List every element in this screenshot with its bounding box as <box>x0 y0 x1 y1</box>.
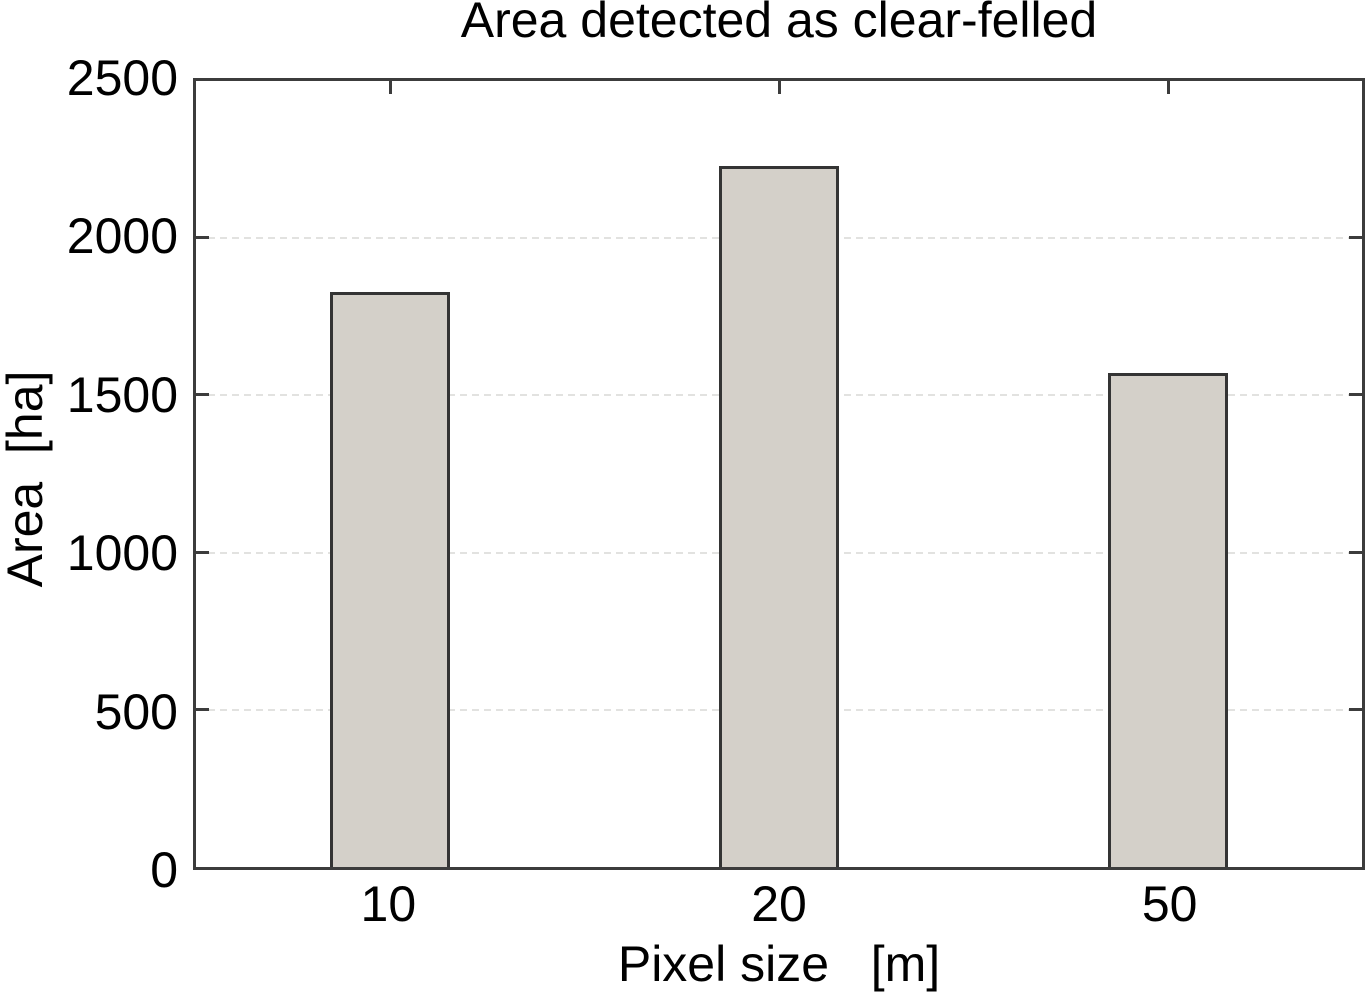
x-tick-mark-top-20 <box>778 81 781 94</box>
y-tick-label-1000: 1000 <box>66 525 178 581</box>
y-tick-label-2000: 2000 <box>66 208 178 264</box>
x-tick-labels: 10 20 50 <box>193 878 1365 930</box>
plot-area <box>193 78 1365 870</box>
y-tick-mark-left-500 <box>196 707 209 711</box>
x-tick-mark-top-10 <box>389 81 393 94</box>
bar-pixel-size-20 <box>719 165 839 867</box>
y-tick-mark-right-1500 <box>1349 393 1362 397</box>
x-axis-label: Pixel size [m] <box>617 936 941 992</box>
x-tick-label-10: 10 <box>360 876 417 932</box>
y-tick-label-0: 0 <box>150 842 178 898</box>
bar-pixel-size-50 <box>1107 373 1228 867</box>
y-tick-label-500: 500 <box>94 684 178 740</box>
y-tick-mark-left-2000 <box>196 236 209 240</box>
y-tick-mark-right-2000 <box>1349 236 1362 240</box>
x-tick-mark-top-50 <box>1166 81 1170 94</box>
y-tick-mark-left-1500 <box>196 393 209 397</box>
x-tick-label-20: 20 <box>751 876 807 932</box>
chart-title: Area detected as clear-felled <box>460 0 1098 48</box>
y-tick-mark-left-1000 <box>196 550 209 554</box>
bar-pixel-size-10 <box>330 291 451 867</box>
y-tick-label-2500: 2500 <box>66 50 178 106</box>
y-tick-label-1500: 1500 <box>66 367 178 423</box>
y-axis-label: Area [ha] <box>0 370 53 588</box>
y-tick-mark-right-1000 <box>1349 550 1362 554</box>
x-tick-label-50: 50 <box>1141 876 1198 932</box>
y-tick-mark-right-500 <box>1349 707 1362 711</box>
